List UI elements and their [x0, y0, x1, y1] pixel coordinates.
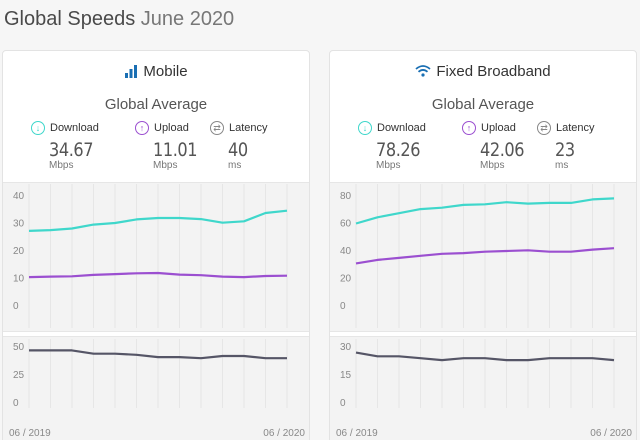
mobile-speed-ytick: 10: [13, 274, 25, 285]
mobile-latency-ytick: 25: [13, 370, 25, 381]
fixed-speed-ytick: 0: [340, 301, 346, 312]
fixed-latency-label: Latency: [556, 122, 595, 134]
mobile-latency-ytick: 50: [13, 342, 25, 353]
mobile-speed-ytick: 20: [13, 246, 25, 257]
fixed-chart-background: [330, 182, 636, 440]
fixed-latency-value: 23: [555, 139, 575, 161]
fixed-download-unit: Mbps: [376, 160, 401, 171]
fixed-upload-unit: Mbps: [480, 160, 505, 171]
mobile-speed-ytick: 30: [13, 219, 25, 230]
page-title-main: Global Speeds: [4, 8, 136, 30]
wifi-icon: [415, 64, 431, 82]
mobile-download-line: [28, 209, 288, 232]
fixed-xtick-start: 06 / 2019: [336, 428, 378, 439]
mobile-upload-metric: ↑ Upload 11.01 Mbps: [135, 121, 205, 171]
mobile-latency-unit: ms: [228, 160, 242, 171]
fixed-latency-ytick: 0: [340, 398, 346, 409]
fixed-xtick-end: 06 / 2020: [590, 428, 632, 439]
fixed-latency-metric: ⇄ Latency 23 ms: [537, 121, 595, 171]
fixed-panel-title: Fixed Broadband: [436, 63, 551, 80]
mobile-download-metric: ↓ Download 34.67 Mbps: [31, 121, 101, 171]
mobile-latency-line: [29, 349, 287, 360]
mobile-latency-label: Latency: [229, 122, 268, 134]
fixed-download-value: 78.26: [376, 139, 421, 161]
mobile-xtick-start: 06 / 2019: [9, 428, 51, 439]
fixed-speed-ytick: 40: [340, 246, 352, 257]
page-title: Global Speeds June 2020: [4, 8, 234, 31]
fixed-download-metric: ↓ Download 78.26 Mbps: [358, 121, 428, 171]
mobile-download-value: 34.67: [49, 139, 94, 161]
fixed-speed-ytick: 60: [340, 219, 352, 230]
fixed-latency-unit: ms: [555, 160, 569, 171]
fixed-speed-ytick: 80: [340, 191, 352, 202]
latency-swap-icon: ⇄: [537, 121, 551, 135]
fixed-broadband-panel: Fixed Broadband Global Average ↓ Download…: [329, 50, 637, 440]
fixed-download-label: Download: [377, 122, 426, 134]
fixed-upload-value: 42.06: [480, 139, 525, 161]
fixed-upload-label: Upload: [481, 122, 516, 134]
fixed-latency-ytick: 30: [340, 342, 352, 353]
mobile-upload-value: 11.01: [153, 139, 198, 161]
mobile-latency-metric: ⇄ Latency 40 ms: [210, 121, 268, 171]
fixed-download-line: [355, 197, 615, 225]
mobile-download-unit: Mbps: [49, 160, 74, 171]
mobile-upload-label: Upload: [154, 122, 189, 134]
fixed-latency-line: [355, 351, 615, 362]
upload-arrow-icon: ↑: [135, 121, 149, 135]
mobile-panel: Mobile Global Average ↓ Download 34.67 Mb…: [2, 50, 310, 440]
mobile-upload-line: [28, 271, 288, 279]
fixed-speed-ytick: 20: [340, 274, 352, 285]
mobile-xtick-end: 06 / 2020: [263, 428, 305, 439]
mobile-panel-title: Mobile: [143, 63, 188, 80]
fixed-latency-ytick: 15: [340, 370, 352, 381]
mobile-speed-ytick: 0: [13, 301, 19, 312]
mobile-latency-value: 40: [228, 139, 248, 161]
mobile-upload-unit: Mbps: [153, 160, 178, 171]
page-title-date: June 2020: [140, 8, 235, 30]
download-arrow-icon: ↓: [358, 121, 372, 135]
mobile-speed-ytick: 40: [13, 191, 25, 202]
fixed-speed-chart: 0 20 40 60 80 0 15 30 06 / 2019 06 / 2020: [336, 184, 632, 439]
mobile-speed-chart: 0 10 20 30 40 0 25 50 06 / 2019 06 / 2020: [9, 184, 305, 439]
fixed-global-average-title: Global Average: [431, 96, 535, 113]
mobile-download-label: Download: [50, 122, 99, 134]
mobile-panel-header: Mobile: [3, 63, 309, 82]
fixed-upload-line: [355, 247, 615, 265]
fixed-upload-metric: ↑ Upload 42.06 Mbps: [462, 121, 532, 171]
mobile-chart-background: [3, 182, 309, 440]
mobile-latency-ytick: 0: [13, 398, 19, 409]
fixed-panel-header: Fixed Broadband: [330, 63, 636, 82]
mobile-global-average-title: Global Average: [104, 96, 208, 113]
signal-bars-icon: [124, 64, 138, 82]
upload-arrow-icon: ↑: [462, 121, 476, 135]
download-arrow-icon: ↓: [31, 121, 45, 135]
latency-swap-icon: ⇄: [210, 121, 224, 135]
